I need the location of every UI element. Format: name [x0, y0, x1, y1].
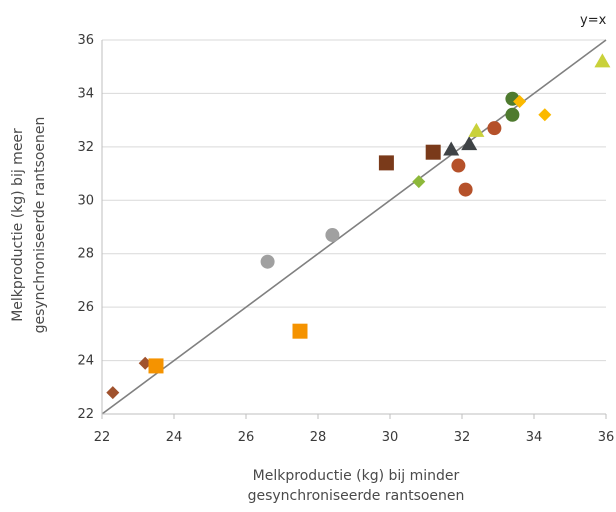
data-point-triangle	[461, 136, 478, 151]
x-tick-label: 36	[598, 430, 615, 445]
y-tick-label: 28	[77, 247, 94, 262]
data-point-diamond	[138, 356, 152, 370]
data-point-square	[292, 323, 308, 339]
y-tick-label: 36	[77, 33, 94, 48]
reference-line-label: y=x	[580, 13, 607, 28]
data-point-diamond	[106, 386, 120, 400]
data-point-triangle	[594, 53, 611, 68]
data-point-square	[148, 358, 164, 374]
x-axis-title-line1: Melkproductie (kg) bij minder	[253, 468, 460, 484]
y-tick-label: 22	[77, 407, 94, 422]
data-point-circle	[325, 228, 340, 243]
data-point-diamond	[538, 108, 552, 122]
reference-line	[101, 39, 607, 415]
data-point-diamond	[412, 175, 426, 189]
data-point-circle	[451, 158, 466, 173]
data-point-circle	[505, 107, 520, 122]
x-tick-label: 22	[94, 430, 111, 445]
data-point-triangle	[468, 122, 485, 137]
data-point-circle	[458, 182, 473, 197]
y-axis-title-line1: Melkproductie (kg) bij meer	[10, 128, 26, 322]
tick-labels: 22 24 26 28 30 32 34 36 22 24 26 28 30 32 34 36	[77, 33, 614, 445]
data-point-square	[425, 144, 441, 160]
y-tick-label: 24	[77, 354, 94, 369]
x-axis-title-line2: gesynchroniseerde rantsoenen	[248, 488, 465, 504]
data-point-diamond	[513, 94, 527, 108]
y-tick-label: 30	[77, 193, 94, 208]
x-tick-label: 24	[166, 430, 183, 445]
y-tick-label: 34	[77, 86, 94, 101]
y-tick-label: 32	[77, 140, 94, 155]
data-point-triangle	[443, 141, 460, 156]
x-tick-label: 26	[238, 430, 255, 445]
data-point-circle	[487, 121, 502, 136]
y-axis-title-line2: gesynchroniseerde rantsoenen	[32, 117, 48, 334]
data-point-square	[378, 155, 394, 171]
data-points	[106, 53, 611, 400]
x-tick-label: 32	[454, 430, 471, 445]
x-tick-label: 30	[382, 430, 399, 445]
reference-line-group	[101, 39, 607, 415]
y-tick-label: 26	[77, 300, 94, 315]
data-point-circle	[260, 254, 275, 269]
x-tick-label: 34	[526, 430, 543, 445]
gridlines	[102, 39, 606, 362]
x-tick-label: 28	[310, 430, 327, 445]
axes	[101, 40, 607, 419]
